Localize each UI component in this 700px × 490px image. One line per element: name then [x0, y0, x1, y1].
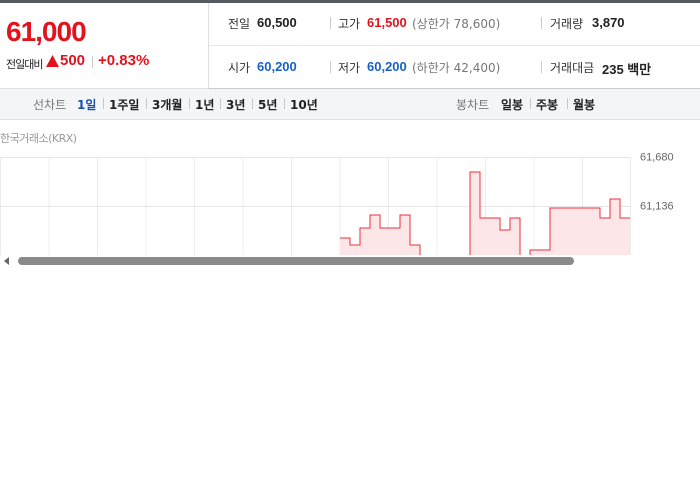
separator	[103, 98, 104, 109]
stat-label: 고가	[338, 17, 361, 31]
toolbar	[0, 89, 700, 120]
period-tab[interactable]: 3개월	[152, 98, 183, 112]
stats-box	[209, 3, 700, 89]
stat-label: 시가	[228, 61, 251, 75]
stat-note: (하한가 42,400)	[412, 61, 501, 75]
period-tab[interactable]: 1주일	[109, 98, 140, 112]
line	[340, 171, 630, 255]
line-chart-label: 선차트	[33, 98, 67, 112]
scroll-left-arrow[interactable]	[4, 257, 9, 265]
price: 61,000	[6, 16, 87, 47]
y-tick-label: 61,136	[640, 200, 674, 212]
change-label: 전일대비	[6, 58, 43, 71]
stat-label: 거래대금	[550, 61, 595, 75]
period-tab[interactable]: 3년	[226, 98, 246, 112]
summary-box	[0, 3, 209, 89]
top-border	[0, 0, 700, 3]
period-tab[interactable]: 1년	[195, 98, 215, 112]
candle-tab[interactable]: 일봉	[501, 98, 524, 112]
separator	[330, 61, 331, 73]
change: 500	[60, 52, 86, 69]
period-tab[interactable]: 1일	[77, 98, 97, 112]
stat-value: 60,200	[257, 59, 297, 74]
stat-note: (상한가 78,600)	[412, 17, 501, 31]
candle-tab[interactable]: 월봉	[573, 98, 596, 112]
separator	[530, 98, 531, 109]
separator	[330, 17, 331, 29]
separator	[252, 98, 253, 109]
period-tab[interactable]: 5년	[258, 98, 278, 112]
separator	[541, 17, 542, 29]
change-rate: +0.83%	[98, 52, 150, 69]
candle-tab[interactable]: 주봉	[536, 98, 559, 112]
stat-label: 거래량	[550, 17, 584, 31]
row-divider	[209, 45, 700, 46]
up-triangle	[46, 55, 59, 67]
separator	[220, 98, 221, 109]
y-tick-label: 61,680	[640, 151, 674, 163]
area	[340, 172, 630, 255]
separator	[146, 98, 147, 109]
stat-value: 235 백만	[602, 62, 652, 77]
separator	[92, 56, 93, 68]
separator	[567, 98, 568, 109]
separator	[189, 98, 190, 109]
source: 한국거래소(KRX)	[0, 132, 77, 145]
separator	[284, 98, 285, 109]
chart: 61,680 61,136	[0, 151, 674, 255]
period-tab[interactable]: 10년	[290, 98, 318, 112]
candle-chart-label: 봉차트	[456, 98, 490, 112]
stat-value: 60,500	[257, 15, 297, 30]
stat-value: 3,870	[592, 15, 625, 30]
stat-value: 61,500	[367, 15, 407, 30]
separator	[541, 61, 542, 73]
stat-label: 저가	[338, 61, 361, 75]
scrollbar-thumb[interactable]	[18, 257, 574, 265]
stat-label: 전일	[228, 17, 251, 31]
stat-value: 60,200	[367, 59, 407, 74]
